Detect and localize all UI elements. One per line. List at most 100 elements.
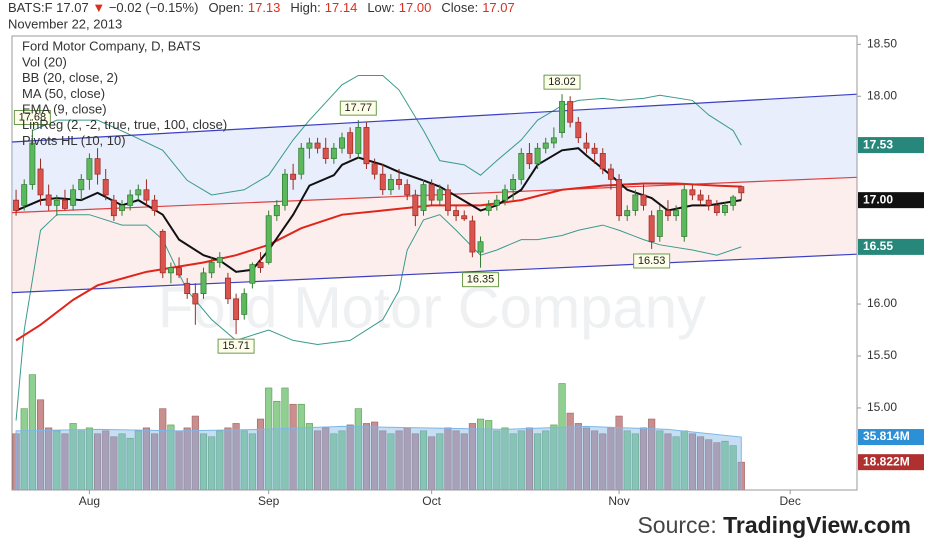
value-flag-label: 18.822M xyxy=(863,454,910,468)
y-tick-label: 16.00 xyxy=(867,296,897,310)
candle-body xyxy=(216,256,223,263)
candle-body xyxy=(664,210,671,217)
candle-body xyxy=(428,184,435,201)
change: −0.02 (−0.15%) xyxy=(109,0,199,15)
candle-body xyxy=(567,101,574,123)
bb-upper-line xyxy=(32,74,742,196)
candle-body xyxy=(241,293,248,315)
candle-body xyxy=(502,189,508,201)
candle-body xyxy=(713,204,720,213)
plot-frame xyxy=(11,35,858,491)
candle-body xyxy=(322,147,329,159)
candle-body xyxy=(444,189,451,211)
candle-body xyxy=(396,179,403,185)
x-tick-label: Nov xyxy=(608,494,629,508)
candle-body xyxy=(485,204,492,211)
pivot-box xyxy=(633,253,671,269)
candle-body xyxy=(681,189,688,237)
candle-body xyxy=(738,186,745,194)
candle-body xyxy=(78,179,85,191)
x-tick-label: Oct xyxy=(422,494,441,508)
legend-entry: Pivots HL (10, 10) xyxy=(22,133,126,148)
candle-body xyxy=(70,189,77,206)
legend-title: Ford Motor Company, D, BATS xyxy=(22,38,201,53)
pivot-box xyxy=(462,272,500,288)
y-tick-label: 15.50 xyxy=(867,348,897,362)
watermark: Ford Motor Company xyxy=(158,275,706,340)
candle-body xyxy=(347,132,354,154)
candle-body xyxy=(208,262,215,274)
candle-body xyxy=(526,153,533,165)
pivot-label: 17.77 xyxy=(345,102,373,114)
change-arrow: ▼ xyxy=(92,0,105,15)
candle-body xyxy=(21,184,28,206)
candle-body xyxy=(151,199,158,211)
pivot-label: 16.35 xyxy=(467,274,495,286)
candle-body xyxy=(119,204,125,211)
candle-body xyxy=(640,194,647,206)
candle-body xyxy=(656,210,663,237)
plot-layer: 17.68 17.77 18.02 15.71 16.35 16.53 xyxy=(11,74,858,491)
source: Source: TradingView.com xyxy=(637,512,911,538)
candle-body xyxy=(689,189,696,196)
candle-body xyxy=(575,121,582,139)
candle-body xyxy=(632,194,639,211)
source-name: TradingView.com xyxy=(723,512,911,538)
candle-body xyxy=(379,173,386,191)
candle-body xyxy=(184,282,191,294)
candle-body xyxy=(616,179,623,217)
candle-body xyxy=(233,298,240,320)
candle-body xyxy=(648,215,655,243)
candle-body xyxy=(542,142,549,149)
candle-body xyxy=(420,184,427,211)
candle-body xyxy=(143,189,150,201)
candle-body xyxy=(550,137,557,144)
candle-body xyxy=(363,127,370,165)
value-flag xyxy=(858,238,924,255)
candle-body xyxy=(200,272,207,294)
pivot-label: 15.71 xyxy=(222,340,250,352)
field-value: 17.00 xyxy=(399,0,432,15)
candle-body xyxy=(159,230,166,274)
candle-body xyxy=(387,179,394,191)
candle-body xyxy=(510,179,517,191)
candle-body xyxy=(94,158,101,175)
candle-body xyxy=(273,204,280,217)
candle-body xyxy=(412,194,419,217)
value-flag-label: 17.53 xyxy=(863,137,893,151)
candle-body xyxy=(53,199,60,206)
candle-body xyxy=(282,173,288,206)
candle-body xyxy=(607,168,614,180)
candle-body xyxy=(461,215,468,220)
x-tick-label: Dec xyxy=(780,494,801,508)
candle-body xyxy=(102,179,109,196)
candle-body xyxy=(265,215,272,263)
candle-body xyxy=(624,210,631,217)
field-value: 17.07 xyxy=(482,0,515,15)
candle-body xyxy=(45,194,52,206)
candle-body xyxy=(404,184,411,196)
candle-body xyxy=(339,137,345,149)
candle-body xyxy=(135,189,142,196)
field-label: Open: xyxy=(208,0,243,15)
candle-body xyxy=(493,199,500,206)
candle-body xyxy=(371,163,378,175)
candle-body xyxy=(534,147,541,165)
x-tick-label: Sep xyxy=(258,494,280,508)
candle-body xyxy=(355,127,362,154)
candle-body xyxy=(436,189,443,201)
pivot-label: 17.68 xyxy=(19,111,47,123)
candle-body xyxy=(559,101,565,133)
value-flag-label: 16.55 xyxy=(863,239,893,253)
axis-bg xyxy=(857,36,932,490)
value-flag xyxy=(858,137,924,154)
ma50-line xyxy=(15,182,742,342)
y-tick-label: 18.50 xyxy=(867,36,897,50)
candle-body xyxy=(469,220,476,253)
pivot-box xyxy=(13,110,51,126)
bb-lower-line xyxy=(15,214,742,421)
pivot-box xyxy=(339,100,377,116)
candle-body xyxy=(453,210,460,217)
candle-body xyxy=(127,194,134,206)
